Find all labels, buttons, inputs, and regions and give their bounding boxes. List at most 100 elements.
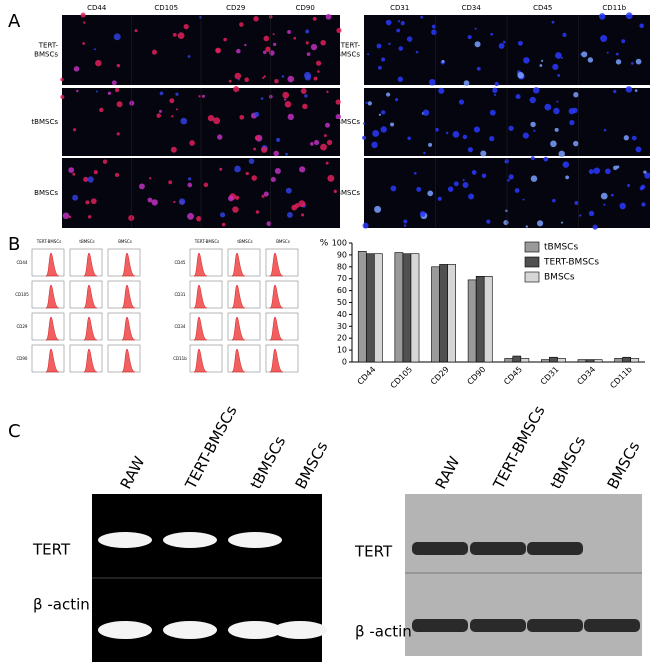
lane-label: TERT-BMSCs: [489, 402, 548, 492]
cell: [476, 66, 481, 71]
cell: [313, 76, 318, 81]
cell: [175, 108, 178, 111]
cell: [639, 186, 644, 191]
cell: [244, 77, 249, 82]
cell: [553, 107, 560, 115]
cell: [114, 87, 120, 93]
legend-label: BMSCs: [544, 273, 575, 283]
cell: [530, 156, 535, 161]
bar: [541, 359, 550, 363]
flow-column-label: TERT-BMSCs: [36, 239, 61, 244]
bar: [394, 252, 404, 363]
cell: [60, 94, 65, 99]
cell: [305, 29, 310, 34]
cell: [423, 151, 426, 155]
cell: [462, 181, 469, 188]
cell: [394, 98, 399, 102]
cell: [588, 210, 595, 217]
cell: [255, 210, 260, 214]
cell: [291, 204, 298, 211]
cell: [285, 187, 292, 194]
cell: [301, 213, 305, 217]
cell: [312, 16, 317, 21]
flow-plot: [107, 248, 141, 277]
cell: [573, 92, 579, 98]
y-tick-label: 0: [342, 358, 347, 367]
cell: [562, 161, 570, 168]
cell: [386, 20, 389, 24]
bar: [614, 358, 623, 363]
cell: [99, 107, 104, 113]
cell: [116, 132, 120, 136]
cell: [139, 183, 145, 190]
cell: [615, 52, 619, 56]
cell: [489, 109, 496, 116]
cell: [514, 188, 520, 193]
cell: [239, 22, 244, 27]
cell: [234, 72, 242, 80]
cell: [474, 41, 481, 48]
cell: [579, 214, 582, 217]
cell: [558, 150, 565, 158]
cell: [641, 202, 646, 207]
cell: [217, 134, 223, 140]
cell: [283, 98, 287, 101]
flow-row-label: CD29: [17, 324, 28, 329]
cell: [213, 117, 221, 125]
legend-label: TERT-BMSCs: [543, 258, 599, 268]
cell: [293, 36, 297, 40]
cell: [114, 172, 120, 178]
cell: [407, 136, 411, 141]
cell: [588, 169, 594, 175]
cell: [207, 114, 215, 122]
cell: [474, 27, 477, 30]
bar: [402, 253, 412, 363]
cell: [236, 48, 241, 54]
cell: [362, 222, 369, 229]
cell: [234, 165, 241, 173]
cell: [634, 89, 638, 92]
flow-plot: [189, 280, 223, 309]
flow-histogram: [231, 284, 246, 309]
cell: [560, 221, 564, 224]
cell: [493, 93, 497, 96]
cell: [397, 20, 401, 23]
cell: [313, 139, 320, 146]
cell: [265, 46, 271, 52]
cell: [221, 222, 226, 227]
cell: [180, 117, 188, 125]
cell: [116, 101, 123, 108]
cell: [73, 66, 80, 72]
cell: [572, 107, 578, 114]
column-label: CD105: [154, 4, 178, 12]
cell: [177, 32, 185, 39]
cell: [468, 193, 475, 200]
bar: [410, 253, 420, 363]
cell: [251, 175, 257, 181]
cell: [134, 29, 138, 33]
cell: [554, 127, 559, 132]
cell: [244, 43, 247, 47]
cell: [248, 158, 255, 164]
cell: [452, 131, 460, 138]
cell: [635, 58, 642, 65]
gel-band: [228, 621, 282, 639]
row-label: BMSCs: [336, 51, 360, 59]
cell: [305, 41, 309, 45]
cell: [557, 73, 561, 77]
cell: [273, 150, 280, 157]
cell: [253, 147, 257, 151]
cell: [415, 50, 419, 54]
cell: [381, 110, 386, 115]
cell: [438, 87, 445, 94]
x-tick-label: CD90: [465, 365, 487, 387]
cell: [565, 175, 570, 180]
bar: [557, 358, 566, 363]
cell: [149, 177, 152, 180]
flow-plot: [265, 280, 299, 309]
cell: [525, 225, 528, 228]
cell: [533, 129, 536, 132]
y-tick-label: 70: [337, 274, 347, 283]
cell: [362, 135, 367, 140]
